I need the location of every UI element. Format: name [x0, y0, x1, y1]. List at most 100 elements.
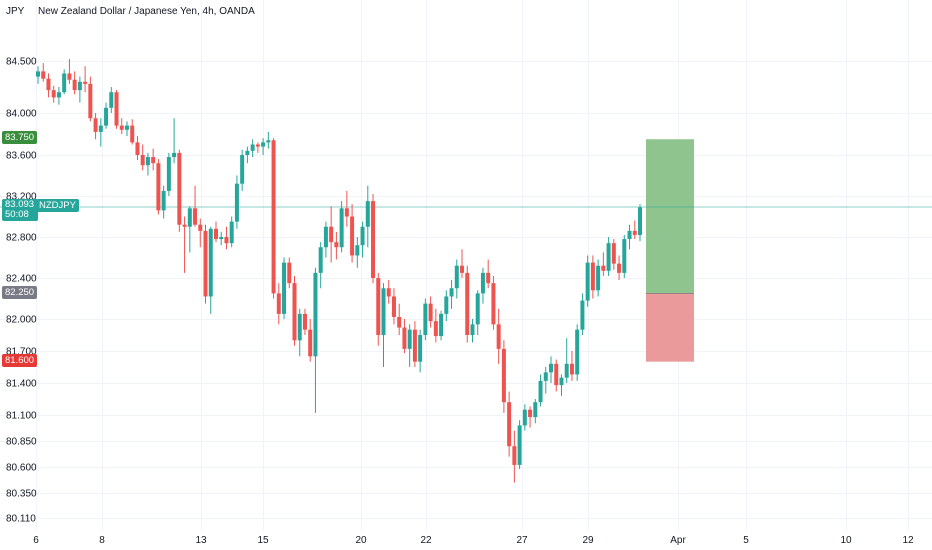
candle[interactable] [93, 113, 98, 140]
candle[interactable] [151, 148, 156, 171]
candle[interactable] [224, 226, 229, 250]
candle[interactable] [83, 66, 88, 93]
candle[interactable] [135, 136, 140, 161]
candle[interactable] [386, 280, 391, 304]
candle[interactable] [182, 216, 187, 273]
candle[interactable] [240, 149, 245, 191]
candle[interactable] [371, 193, 376, 284]
candle[interactable] [470, 319, 475, 343]
candle[interactable] [124, 121, 129, 137]
profit-zone[interactable] [646, 139, 694, 294]
candle[interactable] [402, 319, 407, 354]
candle[interactable] [308, 319, 313, 362]
loss-zone[interactable] [646, 293, 694, 362]
candle[interactable] [245, 146, 250, 164]
candle[interactable] [334, 231, 339, 260]
candle[interactable] [528, 406, 533, 428]
candle[interactable] [412, 321, 417, 367]
candle[interactable] [62, 69, 67, 95]
candle[interactable] [465, 265, 470, 343]
candle[interactable] [350, 204, 355, 263]
candle[interactable] [569, 351, 574, 381]
candle[interactable] [104, 102, 109, 129]
candle[interactable] [543, 367, 548, 394]
candle[interactable] [250, 139, 255, 158]
candle[interactable] [234, 175, 239, 229]
candle[interactable] [596, 259, 601, 297]
candle[interactable] [554, 359, 559, 392]
candle[interactable] [365, 185, 370, 248]
candle[interactable] [208, 226, 213, 314]
candle[interactable] [611, 239, 616, 270]
candle[interactable] [46, 73, 51, 98]
candle[interactable] [318, 242, 323, 289]
candle[interactable] [580, 293, 585, 335]
candle[interactable] [109, 87, 114, 113]
candle[interactable] [491, 275, 496, 330]
candle[interactable] [606, 237, 611, 276]
candle[interactable] [302, 308, 307, 335]
candle[interactable] [56, 87, 61, 105]
candle[interactable] [130, 119, 135, 145]
candle[interactable] [339, 201, 344, 253]
candle[interactable] [172, 118, 177, 164]
candle[interactable] [507, 391, 512, 457]
candle[interactable] [627, 224, 632, 250]
candle[interactable] [496, 308, 501, 364]
candle[interactable] [177, 149, 182, 232]
candle[interactable] [41, 63, 46, 82]
candle[interactable] [575, 324, 580, 381]
candle[interactable] [486, 259, 491, 289]
candle[interactable] [140, 144, 145, 171]
candle[interactable] [255, 142, 260, 153]
candle[interactable] [632, 220, 637, 240]
candle[interactable] [601, 252, 606, 276]
candle[interactable] [512, 430, 517, 483]
candle[interactable] [501, 340, 506, 413]
candle[interactable] [585, 255, 590, 307]
candle[interactable] [454, 259, 459, 299]
candle[interactable] [72, 71, 77, 95]
candle[interactable] [276, 283, 281, 325]
candle[interactable] [391, 288, 396, 325]
candle[interactable] [145, 152, 150, 176]
candle[interactable] [423, 298, 428, 341]
candle[interactable] [36, 66, 40, 84]
candle[interactable] [381, 283, 386, 367]
candle[interactable] [271, 138, 276, 299]
candle[interactable] [475, 290, 480, 335]
candle[interactable] [198, 218, 203, 248]
candle[interactable] [261, 138, 266, 155]
candle[interactable] [433, 308, 438, 343]
candle[interactable] [638, 204, 642, 242]
candle[interactable] [282, 257, 287, 320]
candle[interactable] [213, 221, 218, 243]
candle[interactable] [397, 303, 402, 335]
candle[interactable] [344, 190, 349, 227]
candle[interactable] [376, 272, 381, 346]
candle[interactable] [119, 118, 124, 134]
candle[interactable] [617, 255, 622, 281]
candle[interactable] [418, 329, 423, 373]
candle[interactable] [517, 420, 522, 470]
candle[interactable] [292, 275, 297, 346]
candle[interactable] [622, 234, 627, 278]
candle[interactable] [522, 404, 527, 431]
candle[interactable] [538, 374, 543, 407]
candle[interactable] [114, 90, 119, 129]
candle[interactable] [460, 249, 465, 278]
candle[interactable] [51, 85, 56, 103]
candle[interactable] [480, 267, 485, 304]
candle[interactable] [297, 308, 302, 357]
candle[interactable] [533, 399, 538, 424]
candle[interactable] [166, 152, 171, 196]
candle[interactable] [266, 131, 271, 149]
candle[interactable] [193, 185, 198, 227]
candle[interactable] [161, 185, 166, 219]
candle[interactable] [559, 374, 564, 396]
candle[interactable] [98, 118, 103, 147]
candle[interactable] [287, 257, 292, 289]
candle[interactable] [156, 159, 161, 215]
candle[interactable] [549, 356, 554, 383]
